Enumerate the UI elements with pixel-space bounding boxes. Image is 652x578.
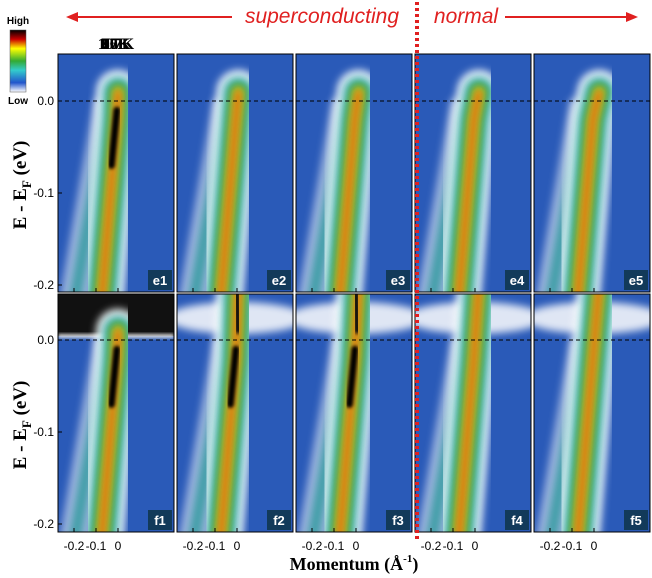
panel-label: e5 — [629, 273, 643, 288]
colorbar-low: Low — [8, 96, 28, 107]
panel-label: f3 — [392, 513, 404, 528]
x-tick-label: -0.2 — [183, 539, 204, 553]
panel-label: e3 — [391, 273, 405, 288]
panel-label-bg — [505, 270, 529, 290]
panel — [177, 54, 293, 292]
panel-label-bg — [386, 270, 410, 290]
temperature: 80K — [102, 36, 131, 53]
band — [218, 89, 241, 292]
panel — [534, 294, 650, 532]
panel-frame — [533, 53, 651, 293]
x-axis-label: Momentum (Å-1) — [290, 553, 419, 575]
panel-frame — [176, 293, 294, 533]
panel-label: e4 — [510, 273, 525, 288]
arrowhead — [626, 12, 638, 22]
panel — [415, 54, 531, 292]
panel — [296, 54, 412, 292]
panel-label-bg — [624, 510, 648, 530]
panel-label-bg — [267, 510, 291, 530]
panel-frame — [295, 293, 413, 533]
panel — [58, 54, 174, 292]
band — [456, 89, 482, 292]
x-tick-label: 0 — [472, 539, 479, 553]
panel-label-bg — [624, 270, 648, 290]
panel-frame — [533, 293, 651, 533]
colorbar-high: High — [7, 16, 29, 27]
panel-label: f4 — [511, 513, 523, 528]
band — [456, 294, 481, 532]
x-tick-label: -0.2 — [64, 539, 85, 553]
y-tick-label: -0.2 — [33, 278, 54, 292]
x-tick-label: -0.1 — [443, 539, 464, 553]
panel-label: e2 — [272, 273, 286, 288]
panel-label-bg — [148, 270, 172, 290]
temperature: 16K — [102, 36, 131, 53]
band-peak — [226, 345, 240, 408]
temperature: 70K — [102, 36, 131, 53]
y-tick-label: 0.0 — [37, 333, 54, 347]
y-tick-label: -0.1 — [33, 425, 54, 439]
panel — [58, 294, 174, 532]
band-peak — [234, 294, 242, 334]
panel-frame — [176, 53, 294, 293]
band — [337, 89, 362, 292]
panel — [415, 294, 531, 532]
y-tick-label: -0.1 — [33, 186, 54, 200]
y-tick-label: 0.0 — [37, 94, 54, 108]
panel-label: f1 — [154, 513, 166, 528]
band-peak — [107, 106, 121, 169]
panel-frame — [57, 293, 175, 533]
x-tick-label: -0.1 — [86, 539, 107, 553]
x-tick-label: 0 — [115, 539, 122, 553]
x-tick-label: -0.1 — [562, 539, 583, 553]
band-peak — [107, 345, 121, 408]
panel — [177, 294, 293, 532]
panel — [534, 54, 650, 292]
y-tick-label: -0.2 — [33, 517, 54, 531]
x-tick-label: 0 — [234, 539, 241, 553]
temperature: 97K — [102, 36, 131, 53]
panel-label: e1 — [153, 273, 167, 288]
band — [575, 294, 601, 532]
x-tick-label: -0.2 — [540, 539, 561, 553]
x-tick-label: 0 — [353, 539, 360, 553]
band-peak — [345, 345, 359, 408]
panel-label-bg — [267, 270, 291, 290]
temperature: 107K — [98, 36, 135, 53]
header-left: superconducting — [245, 5, 399, 28]
panel-label: f5 — [630, 513, 642, 528]
panel-label-bg — [148, 510, 172, 530]
panel-frame — [295, 53, 413, 293]
panel-frame — [57, 53, 175, 293]
y-axis-label: E - EF (eV) — [10, 381, 34, 470]
x-tick-label: 0 — [591, 539, 598, 553]
x-tick-label: -0.1 — [205, 539, 226, 553]
panel-label: f2 — [273, 513, 285, 528]
x-tick-label: -0.2 — [421, 539, 442, 553]
band-peak — [353, 294, 361, 334]
x-tick-label: -0.1 — [324, 539, 345, 553]
arrowhead — [66, 12, 78, 22]
panel — [296, 294, 412, 532]
colorbar — [9, 29, 27, 93]
header-right: normal — [434, 5, 500, 28]
panel-label-bg — [386, 510, 410, 530]
panel-label-bg — [505, 510, 529, 530]
x-tick-label: -0.2 — [302, 539, 323, 553]
y-axis-label: E - EF (eV) — [10, 141, 34, 230]
